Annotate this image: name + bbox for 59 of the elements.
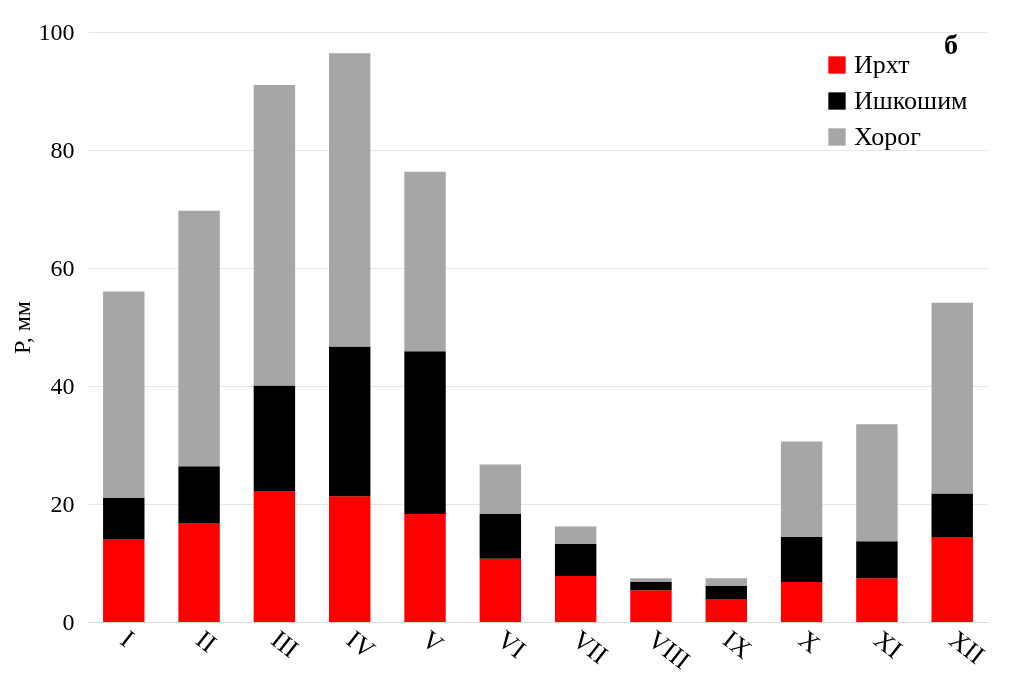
bar — [931, 537, 973, 622]
bar — [178, 522, 220, 622]
bar — [178, 210, 220, 467]
bar — [780, 537, 823, 582]
bar — [103, 291, 145, 499]
bar — [404, 514, 446, 622]
bar — [630, 581, 672, 591]
x-tick-label: V — [416, 624, 450, 660]
bar — [329, 53, 371, 347]
legend-label: Ирхт — [854, 50, 910, 79]
bar — [479, 464, 522, 515]
legend-label: Ишкошим — [854, 86, 968, 115]
bar — [931, 493, 973, 538]
bar — [705, 586, 747, 599]
bar — [780, 441, 823, 538]
bar — [856, 541, 898, 579]
annotation: б — [944, 29, 958, 60]
bar — [705, 578, 747, 587]
bar — [931, 302, 973, 494]
bar — [554, 575, 597, 622]
y-tick-label: 60 — [50, 254, 75, 281]
bar — [554, 544, 597, 576]
bar — [253, 385, 296, 492]
x-tick-label: VII — [567, 624, 614, 670]
x-tick-label: X — [792, 624, 826, 660]
bar — [780, 581, 823, 622]
x-tick-label: XI — [868, 624, 908, 665]
y-tick-label: 80 — [50, 136, 75, 163]
bar — [630, 590, 672, 622]
bar — [253, 491, 296, 622]
bar — [404, 351, 446, 515]
bar — [329, 346, 371, 497]
bar — [554, 526, 597, 545]
x-tick-label: VI — [491, 624, 532, 665]
x-tick-label: XII — [943, 624, 990, 670]
x-tick-label: IV — [341, 624, 381, 665]
bar — [479, 514, 522, 559]
x-tick-label: II — [190, 624, 222, 659]
x-tick-label: III — [265, 624, 305, 664]
bar — [103, 539, 145, 622]
bar — [479, 558, 522, 622]
bar — [856, 424, 898, 542]
y-axis-title: P, мм — [8, 300, 35, 355]
bar — [253, 85, 296, 386]
x-tick-label: I — [115, 624, 140, 653]
bar — [856, 578, 898, 622]
bar — [329, 496, 371, 622]
y-tick-label: 40 — [50, 372, 75, 399]
y-tick-label: 100 — [38, 18, 75, 45]
legend-label: Хорог — [854, 122, 921, 151]
bar — [178, 466, 220, 523]
y-tick-label: 20 — [50, 490, 75, 517]
bar — [103, 498, 145, 540]
bar — [630, 578, 672, 582]
x-tick-label: IX — [717, 624, 758, 665]
bar — [705, 598, 747, 622]
bar — [404, 171, 446, 352]
y-tick-label: 0 — [62, 608, 75, 635]
x-tick-label: VIII — [642, 624, 696, 676]
